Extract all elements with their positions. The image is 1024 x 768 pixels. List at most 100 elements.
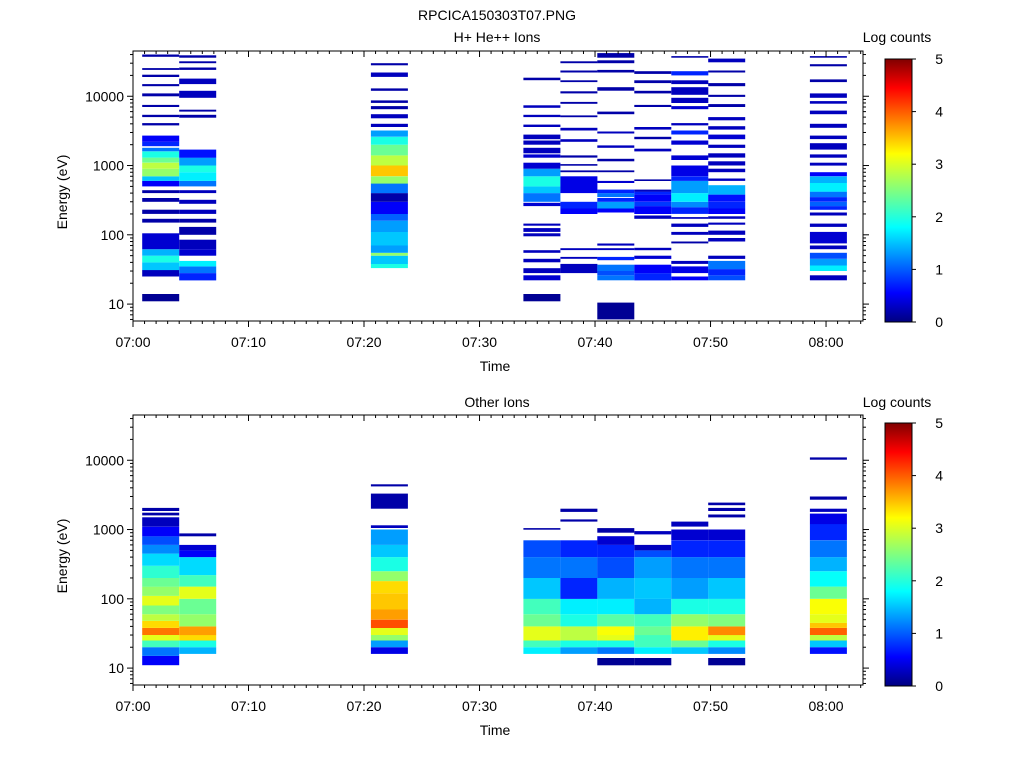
spectrogram-cell — [142, 198, 180, 202]
spectrogram-cell — [142, 517, 180, 527]
spectrogram-cell — [179, 647, 217, 654]
colorbar-ticks: 0 1 2 3 4 5 — [912, 51, 943, 330]
y-tick-label: 100 — [101, 227, 125, 243]
spectrogram-cell — [142, 74, 180, 77]
spectrogram-cell — [634, 80, 672, 84]
spectrogram-cell — [560, 155, 598, 158]
spectrogram-cell — [809, 64, 847, 67]
spectrogram-cell — [597, 302, 635, 320]
spectrogram-cell — [560, 557, 598, 578]
spectrogram-cell — [809, 143, 847, 150]
spectrogram-cell — [634, 255, 672, 259]
y-axis-label: Energy (eV) — [54, 155, 70, 230]
spectrogram-cell — [634, 635, 672, 648]
spectrogram-cell — [523, 223, 561, 226]
spectrogram-cell — [671, 207, 709, 214]
spectrogram-cell — [671, 598, 709, 615]
spectrogram-cell — [708, 178, 746, 181]
spectrogram-cell — [560, 91, 598, 94]
spectrogram-cell — [708, 557, 746, 578]
spectrogram-cell — [142, 605, 180, 615]
x-tick-label: 07:00 — [115, 698, 150, 714]
panel-title: H+ He++ Ions — [454, 29, 541, 45]
spectrogram-cell — [370, 571, 408, 582]
spectrogram-cell — [142, 114, 180, 118]
spectrogram-cell — [597, 647, 635, 654]
spectrogram-cell — [671, 626, 709, 641]
spectrogram-cell — [671, 176, 709, 181]
spectrogram-cell — [142, 620, 180, 628]
spectrogram-cell — [671, 529, 709, 541]
spectrogram-cell — [671, 87, 709, 95]
spectrogram-cell — [708, 578, 746, 599]
spectrogram-cell — [809, 101, 847, 104]
spectrogram-cell — [809, 110, 847, 115]
spectrogram-cell — [370, 220, 408, 232]
spectrogram-cell — [179, 165, 217, 173]
spectrogram-cell — [634, 71, 672, 74]
spectrogram-cell — [523, 557, 561, 578]
spectrogram-cell — [179, 199, 217, 204]
spectrogram-cell — [671, 155, 709, 160]
spectrogram-cell — [708, 185, 746, 195]
spectrogram-cell — [560, 263, 598, 274]
spectrogram-cell — [708, 216, 746, 219]
spectrogram-cell — [560, 164, 598, 166]
spectrogram-cell — [142, 168, 180, 177]
spectrogram-cell — [671, 80, 709, 85]
spectrogram-cell — [179, 218, 217, 223]
x-tick-label: 07:30 — [462, 698, 497, 714]
spectrogram-cell — [809, 627, 847, 635]
spectrogram-cell — [142, 93, 180, 97]
y-tick-label: 100 — [101, 591, 125, 607]
spectrogram-cell — [370, 72, 408, 77]
spectrogram-cell — [370, 619, 408, 628]
spectrogram-cell — [179, 67, 217, 70]
spectrogram-cell — [597, 69, 635, 73]
spectrogram-cell — [671, 266, 709, 274]
spectrogram-cell — [142, 586, 180, 596]
spectrogram-cell — [179, 260, 217, 267]
spectrogram-cell — [560, 70, 598, 73]
spectrogram-cell — [597, 598, 635, 615]
spectrogram-cell — [523, 614, 561, 627]
spectrogram-cell — [708, 640, 746, 648]
spectrogram-cell — [708, 117, 746, 121]
spectrogram-cell — [809, 598, 847, 615]
spectrogram-cell — [179, 266, 217, 274]
spectrogram-cell — [671, 640, 709, 648]
spectrogram-cell — [597, 264, 635, 271]
spectrogram-cell — [708, 144, 746, 148]
spectrogram-cell — [370, 136, 408, 145]
spectrogram-cell — [708, 647, 746, 654]
spectrogram-cell — [708, 269, 746, 276]
spectrogram-cell — [708, 194, 746, 202]
colorbar-tick-label: 2 — [935, 209, 943, 225]
spectrogram-cell — [809, 154, 847, 158]
plot-frame — [132, 50, 864, 322]
spectrogram-cell — [179, 114, 217, 118]
spectrogram-cell — [708, 626, 746, 636]
spectrogram-cell — [708, 168, 746, 173]
spectrogram-cell — [634, 191, 672, 195]
spectrogram-cell — [809, 197, 847, 202]
spectrogram-cell — [523, 202, 561, 207]
spectrogram-cell — [708, 275, 746, 281]
spectrogram-cell — [708, 529, 746, 541]
spectrogram-cell — [708, 134, 746, 140]
spectrogram-cell — [597, 201, 635, 209]
spectrogram-cell — [142, 180, 180, 187]
x-tick-label: 07:00 — [115, 334, 150, 350]
spectrogram-cell — [370, 114, 408, 119]
spectrogram-cell — [370, 593, 408, 610]
spectrogram-cell — [523, 250, 561, 253]
spectrogram-cell — [523, 598, 561, 615]
x-tick-label: 08:00 — [809, 698, 844, 714]
colorbar-tick-label: 4 — [935, 468, 943, 484]
spectrogram-cell — [671, 130, 709, 135]
spectrogram-cell — [809, 79, 847, 83]
spectrogram-cell — [597, 658, 635, 666]
spectrogram-cell — [370, 165, 408, 177]
spectrogram-cell — [708, 507, 746, 511]
spectrogram-cell — [179, 635, 217, 641]
